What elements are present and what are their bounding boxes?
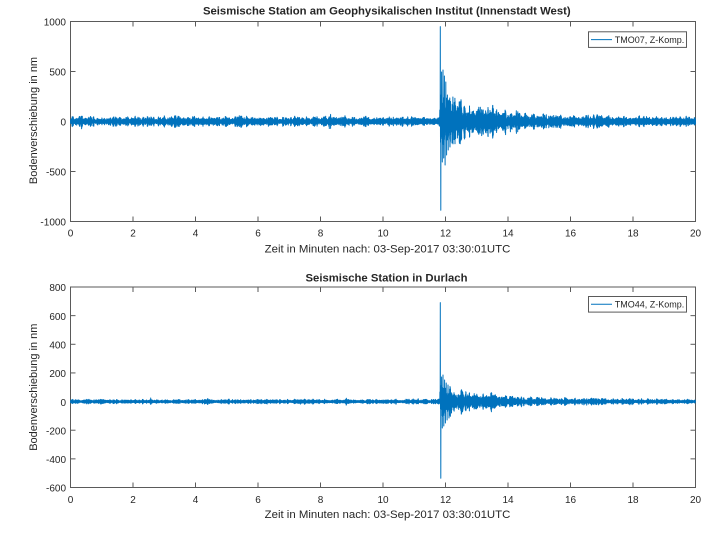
svg-text:4: 4 [193, 229, 199, 240]
svg-text:-600: -600 [46, 484, 66, 495]
svg-text:16: 16 [565, 229, 577, 240]
svg-text:6: 6 [255, 229, 261, 240]
svg-text:10: 10 [377, 229, 389, 240]
svg-text:-500: -500 [46, 168, 66, 179]
svg-text:TMO44, Z-Komp.: TMO44, Z-Komp. [615, 300, 685, 310]
svg-text:Bodenverschiebung in nm: Bodenverschiebung in nm [28, 324, 40, 451]
svg-text:0: 0 [60, 118, 66, 129]
svg-text:-400: -400 [46, 455, 66, 466]
svg-text:16: 16 [565, 495, 577, 506]
svg-text:12: 12 [440, 229, 452, 240]
svg-text:2: 2 [130, 229, 136, 240]
svg-text:Seismische Station am Geophysi: Seismische Station am Geophysikalischen … [203, 5, 571, 17]
svg-text:0: 0 [68, 495, 74, 506]
svg-text:Zeit in Minuten nach: 03-Sep-2: Zeit in Minuten nach: 03-Sep-2017 03:30:… [265, 509, 511, 521]
svg-text:12: 12 [440, 495, 452, 506]
svg-text:0: 0 [68, 229, 74, 240]
svg-text:10: 10 [377, 495, 389, 506]
svg-text:20: 20 [690, 495, 702, 506]
svg-text:14: 14 [502, 495, 514, 506]
svg-text:8: 8 [318, 495, 324, 506]
svg-text:-200: -200 [46, 426, 66, 437]
svg-text:6: 6 [255, 495, 261, 506]
svg-text:500: 500 [49, 68, 66, 79]
svg-text:800: 800 [49, 283, 66, 294]
svg-text:Zeit in Minuten nach: 03-Sep-2: Zeit in Minuten nach: 03-Sep-2017 03:30:… [265, 244, 511, 256]
svg-text:TMO07, Z-Komp.: TMO07, Z-Komp. [615, 35, 685, 45]
svg-text:4: 4 [193, 495, 199, 506]
svg-text:14: 14 [502, 229, 514, 240]
svg-text:18: 18 [627, 495, 639, 506]
svg-text:20: 20 [690, 229, 702, 240]
svg-text:1000: 1000 [44, 18, 67, 29]
svg-text:0: 0 [60, 398, 66, 409]
svg-text:400: 400 [49, 341, 66, 352]
svg-text:-1000: -1000 [40, 218, 66, 229]
svg-text:2: 2 [130, 495, 136, 506]
svg-text:8: 8 [318, 229, 324, 240]
svg-text:Bodenverschiebung in nm: Bodenverschiebung in nm [28, 57, 40, 184]
svg-text:Seismische Station in Durlach: Seismische Station in Durlach [306, 272, 468, 284]
svg-text:600: 600 [49, 312, 66, 323]
svg-text:200: 200 [49, 369, 66, 380]
svg-text:18: 18 [627, 229, 639, 240]
